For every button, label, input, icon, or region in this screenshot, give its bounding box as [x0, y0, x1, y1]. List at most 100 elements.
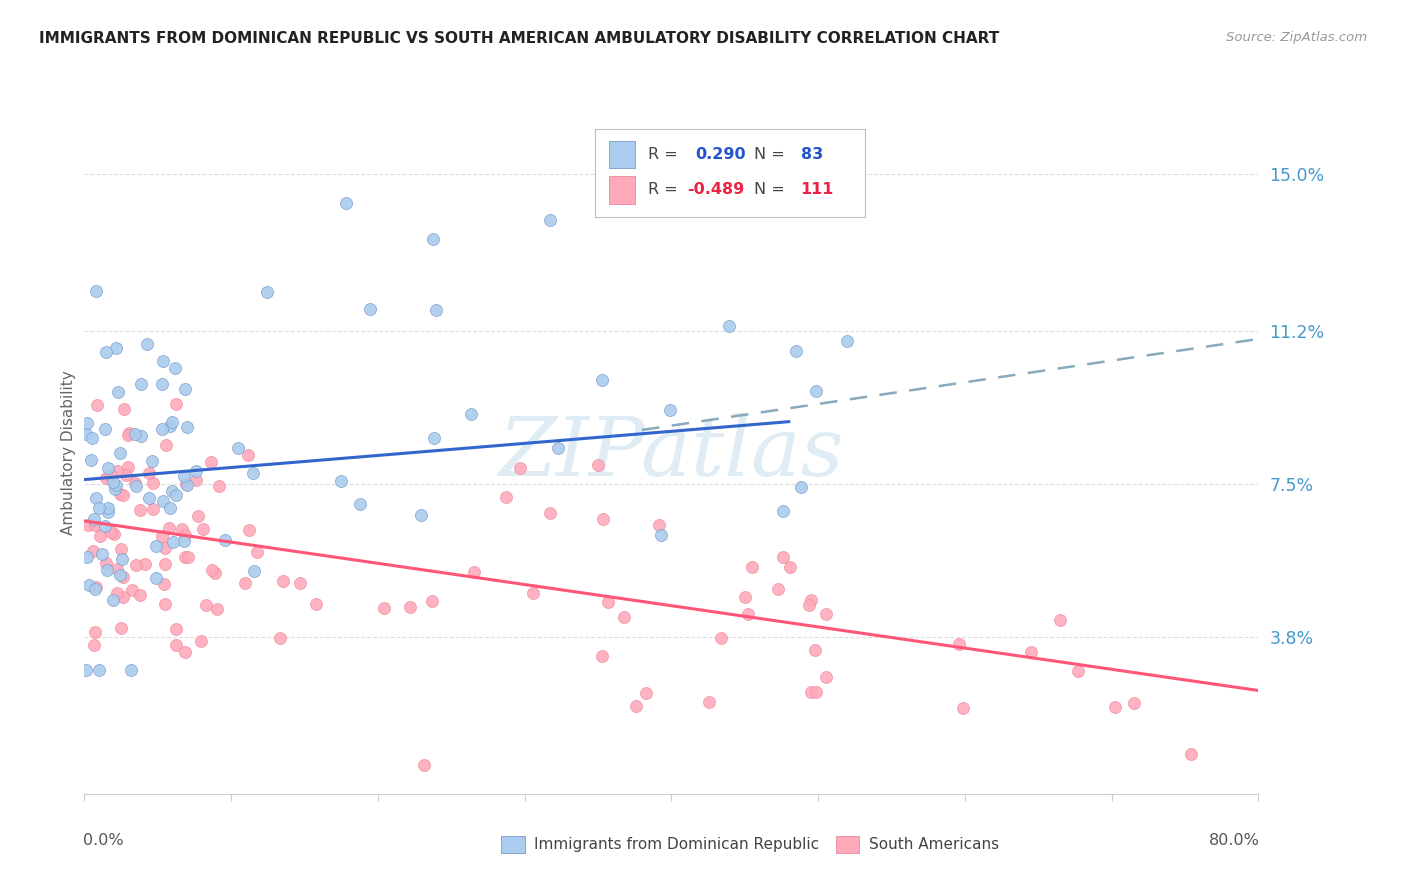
Text: R =: R = [648, 183, 683, 197]
Text: N =: N = [754, 147, 789, 162]
Point [96, 345, 118, 359]
Point [77, 578, 100, 592]
Point [142, 501, 165, 516]
Point [108, 487, 131, 501]
Point [359, 302, 381, 317]
Point [766, 582, 789, 596]
Point [107, 385, 129, 400]
Point [160, 415, 183, 429]
Point [124, 475, 146, 490]
Point [173, 382, 195, 396]
Point [626, 698, 648, 713]
Point [176, 478, 198, 492]
Point [173, 469, 195, 483]
Point [141, 454, 163, 468]
Point [349, 497, 371, 511]
Point [159, 418, 181, 433]
Point [165, 397, 187, 411]
Point [84, 284, 107, 298]
Point [547, 441, 569, 455]
Point [1067, 665, 1090, 679]
Point [1049, 613, 1071, 627]
Point [153, 541, 176, 555]
Point [174, 645, 197, 659]
Point [236, 449, 259, 463]
Point [460, 408, 482, 422]
Point [596, 595, 619, 609]
Point [121, 582, 143, 597]
Point [522, 586, 544, 600]
Point [772, 503, 794, 517]
Point [105, 586, 128, 600]
Point [129, 588, 152, 602]
Point [814, 607, 837, 621]
Point [538, 507, 561, 521]
Point [111, 591, 134, 605]
Point [1180, 747, 1202, 762]
Point [117, 459, 139, 474]
Text: Immigrants from Dominican Republic: Immigrants from Dominican Republic [534, 837, 820, 852]
Point [165, 361, 187, 376]
Point [243, 564, 266, 578]
Point [174, 477, 197, 491]
Point [373, 600, 395, 615]
Point [118, 426, 141, 441]
Point [591, 649, 613, 664]
Point [105, 341, 128, 355]
Point [117, 427, 139, 442]
Point [509, 460, 531, 475]
Point [204, 566, 226, 581]
Point [205, 602, 228, 616]
Point [152, 494, 174, 508]
Text: South Americans: South Americans [869, 837, 998, 852]
Point [409, 508, 432, 523]
Point [104, 482, 127, 496]
Text: -0.489: -0.489 [686, 183, 744, 197]
Point [94, 518, 117, 533]
Point [200, 455, 222, 469]
Point [76, 416, 98, 430]
Point [105, 478, 128, 492]
Point [145, 540, 167, 554]
Point [94, 422, 117, 436]
Point [495, 490, 517, 504]
Text: ZIPatlas: ZIPatlas [499, 413, 844, 492]
Point [155, 438, 177, 452]
Point [804, 685, 827, 699]
Point [734, 590, 756, 604]
Point [103, 527, 125, 541]
Text: 0.290: 0.290 [695, 147, 745, 162]
Point [89, 529, 111, 543]
Point [83, 512, 105, 526]
Text: 80.0%: 80.0% [1209, 833, 1260, 848]
Point [288, 576, 311, 591]
Point [152, 354, 174, 368]
Point [170, 522, 193, 536]
Point [187, 508, 209, 523]
Point [208, 479, 231, 493]
Point [790, 480, 813, 494]
Point [226, 441, 249, 455]
Point [412, 758, 434, 772]
Point [177, 549, 200, 564]
Point [422, 231, 444, 245]
Point [709, 632, 731, 646]
Point [87, 663, 110, 677]
Point [634, 686, 657, 700]
Point [592, 512, 614, 526]
Point [112, 402, 135, 417]
Point [948, 637, 970, 651]
Point [76, 549, 98, 564]
Point [779, 559, 801, 574]
Text: IMMIGRANTS FROM DOMINICAN REPUBLIC VS SOUTH AMERICAN AMBULATORY DISABILITY CORRE: IMMIGRANTS FROM DOMINICAN REPUBLIC VS SO… [39, 31, 1000, 46]
Point [77, 517, 100, 532]
Point [84, 582, 107, 596]
Point [1019, 645, 1042, 659]
Point [184, 473, 207, 487]
Point [138, 491, 160, 506]
Point [718, 318, 741, 333]
Point [75, 663, 97, 677]
Point [191, 522, 214, 536]
FancyBboxPatch shape [835, 836, 859, 854]
Point [80, 453, 103, 467]
